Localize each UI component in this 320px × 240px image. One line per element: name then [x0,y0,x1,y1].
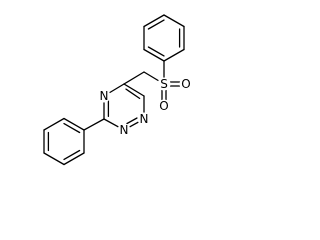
bond [147,46,165,57]
atom-label: N [140,112,149,126]
bond [163,48,185,62]
mask [97,89,111,103]
bond [163,14,185,28]
bond [125,88,141,100]
bond [63,122,81,134]
atom-label: S [160,77,168,91]
mask [137,112,151,126]
bond [123,71,145,85]
bond [123,83,145,97]
mask [117,123,131,137]
atom-label: O [181,77,190,91]
mask [157,99,171,113]
bond [147,19,165,30]
bond [126,117,138,125]
bond [43,152,65,166]
bond [43,117,65,131]
bond [143,14,165,28]
mask [179,77,193,91]
atom-label: N [120,123,129,137]
bond [83,118,105,131]
atom-labels: N N N S O O [100,77,191,137]
bond [63,152,85,166]
bond [63,149,81,161]
atom-label: O [159,99,168,113]
mask [157,77,171,91]
atom-masks [97,77,193,137]
structure: N N N S O O [43,14,193,166]
bond [63,117,85,131]
atom-label: N [100,89,109,103]
bond [143,48,165,62]
